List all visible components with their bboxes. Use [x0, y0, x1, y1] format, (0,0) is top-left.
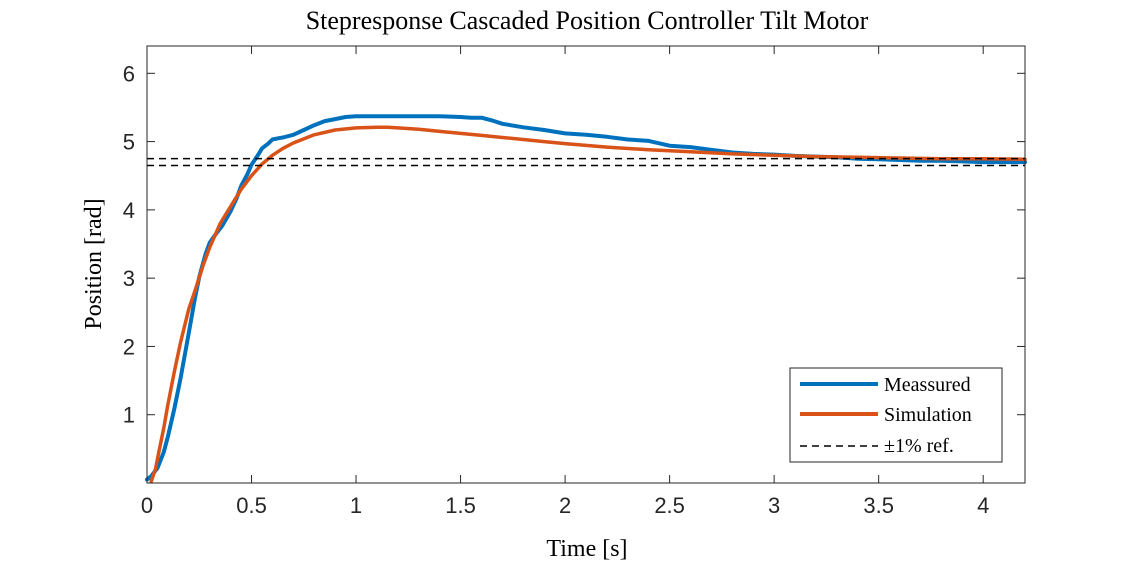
y-tick-label: 6 [123, 61, 135, 86]
legend-label-simulation: Simulation [884, 404, 972, 426]
x-tick-label: 1 [350, 493, 362, 518]
x-tick-label: 3 [768, 493, 780, 518]
x-tick-label: 1.5 [445, 493, 476, 518]
x-tick-label: 0.5 [236, 493, 267, 518]
legend-label-ref: ±1% ref. [884, 435, 954, 457]
series-line-simulation [149, 125, 1027, 484]
x-tick-label: 2.5 [654, 493, 685, 518]
y-tick-label: 1 [123, 403, 135, 428]
plot-area [145, 114, 1027, 484]
y-axis-label: Position [rad] [81, 198, 107, 329]
x-tick-label: 2 [559, 493, 571, 518]
axes-box [146, 45, 1026, 484]
x-tick-label: 4 [977, 493, 989, 518]
legend: Meassured Simulation ±1% ref. [789, 367, 1003, 463]
x-axis-label: Time [s] [546, 536, 627, 562]
y-tick-label: 4 [123, 198, 135, 223]
y-tick-label: 2 [123, 334, 135, 359]
y-tick-label: 3 [123, 266, 135, 291]
x-tick-label: 0 [141, 493, 153, 518]
legend-label-meassured: Meassured [884, 374, 971, 396]
x-tick-label: 3.5 [863, 493, 894, 518]
chart-title: Stepresponse Cascaded Position Controlle… [306, 6, 869, 35]
y-tick-label: 5 [123, 130, 135, 155]
axis-ticks: 0 0.5 1 1.5 2 2.5 3 3.5 4 1 2 3 4 5 6 [123, 46, 1025, 518]
